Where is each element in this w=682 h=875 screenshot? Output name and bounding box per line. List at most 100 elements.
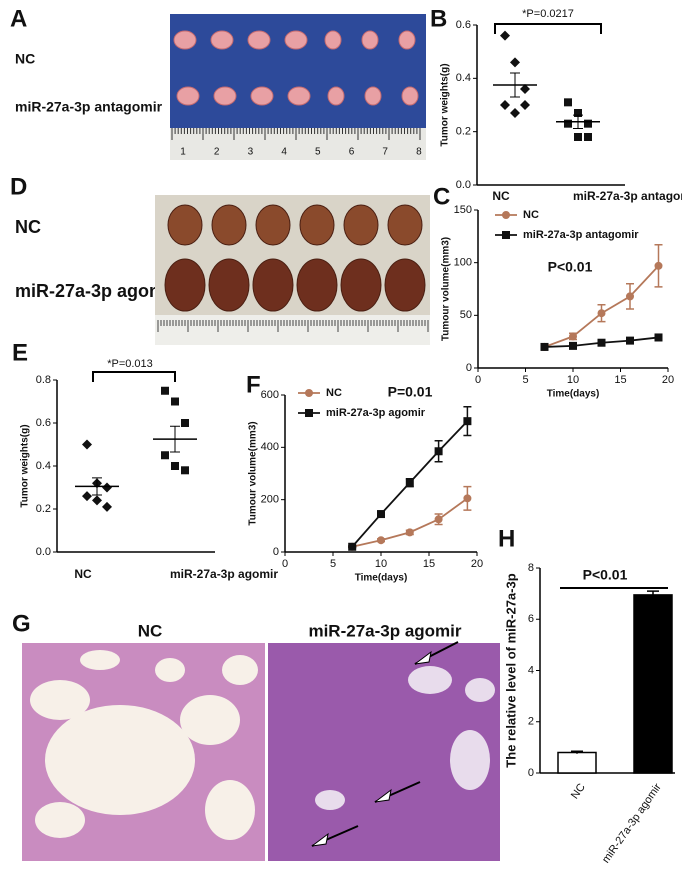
tumor [361,30,379,50]
x-tick-label: 15 [614,374,626,386]
y-tick-label: 0.6 [36,417,51,429]
ruler-label: 4 [281,147,287,158]
photo-label: NC [15,51,35,67]
y-tick-label: 400 [261,441,279,453]
tumor [284,30,308,50]
y-tick-label: 0 [528,767,534,779]
x-tick-label: 10 [567,374,579,386]
category-label: miR-27a-3p agomir [600,781,664,865]
alveolus [155,658,185,682]
data-point [500,100,510,110]
histology [22,641,500,861]
tumor [211,204,247,246]
photo-label: miR-27a-3p agomir [15,281,177,301]
x-tick-label: 15 [423,558,435,570]
ruler-label: 8 [416,147,422,158]
alveolus [45,705,195,815]
photo-d [155,195,430,345]
tumor [401,86,419,106]
x-tick-label: 0 [475,374,481,386]
tumor [327,86,345,106]
y-tick-label: 0.6 [456,19,471,31]
data-point [171,462,179,470]
annotation: P<0.01 [583,567,628,583]
data-point [377,536,385,545]
tumor [167,204,203,246]
y-tick-label: 600 [261,389,279,401]
category-label: NC [492,189,510,203]
data-point [654,261,663,270]
data-point [405,478,414,487]
data-point [510,108,520,118]
bar [557,751,597,774]
alveolus [315,790,345,810]
arrow-head [311,832,329,847]
tumor [255,204,291,246]
alveolus [30,680,90,720]
y-axis-label: Tumour volume(mm3) [441,237,452,341]
x-tick-label: 5 [522,374,528,386]
legend-label: miR-27a-3p agomir [326,407,426,419]
y-tick-label: 100 [454,257,472,269]
tumor [252,258,294,312]
y-axis-label: Tumor weights(g) [20,424,31,507]
series-line [352,497,468,548]
tumor [208,258,250,312]
data-point [569,341,577,350]
panel-letter: C [433,183,450,210]
photo-label: miR-27a-3p antagomir [15,99,163,115]
data-point [377,510,385,519]
data-point [181,419,189,427]
tumor [364,86,382,106]
y-tick-label: 4 [528,664,534,676]
data-point [626,336,634,345]
x-tick-label: 20 [471,558,483,570]
alveolus [205,780,255,840]
category-label: miR-27a-3p agomir [170,567,278,581]
panel-letter: H [498,525,515,552]
tumor [387,204,423,246]
tumor [299,204,335,246]
x-tick-label: 0 [282,558,288,570]
annotation: *P=0.0217 [522,8,574,20]
photo-a: 1 2 3 4 5 6 7 8 [170,14,426,160]
x-tick-label: 10 [375,558,387,570]
data-point [510,57,520,68]
panel-letter: G [12,610,31,637]
bracket [92,371,176,382]
tumor [343,204,379,246]
tumor [164,258,206,312]
photo-label: NC [15,217,41,237]
panel-letter: E [12,339,28,366]
y-tick-label: 2 [528,716,534,728]
y-tick-label: 6 [528,613,534,625]
legend-label: NC [523,209,539,221]
ruler-label: 5 [315,147,321,158]
y-tick-label: 0.4 [36,460,51,472]
y-tick-label: 0.2 [36,503,51,515]
annotation: P=0.01 [388,384,433,400]
legend-marker [305,389,313,397]
error-bar [647,590,659,599]
y-tick-label: 0.0 [36,546,51,558]
legend-marker [502,231,510,239]
data-point [171,397,179,406]
bracket [494,23,602,34]
ruler-label: 2 [214,147,220,158]
y-tick-label: 0.0 [456,179,471,191]
data-point [569,332,577,341]
data-point [434,447,443,456]
error-bar [573,114,583,129]
data-point [82,491,92,502]
tumor [250,86,274,106]
image-title: NC [138,621,163,640]
tumor [384,258,426,312]
y-axis-label: Tumor weights(g) [440,63,451,146]
data-point [92,495,102,506]
alveolus [35,802,85,838]
error-bar [170,425,180,453]
y-tick-label: 0.2 [456,126,471,138]
data-point [161,386,169,395]
data-point [161,451,169,460]
